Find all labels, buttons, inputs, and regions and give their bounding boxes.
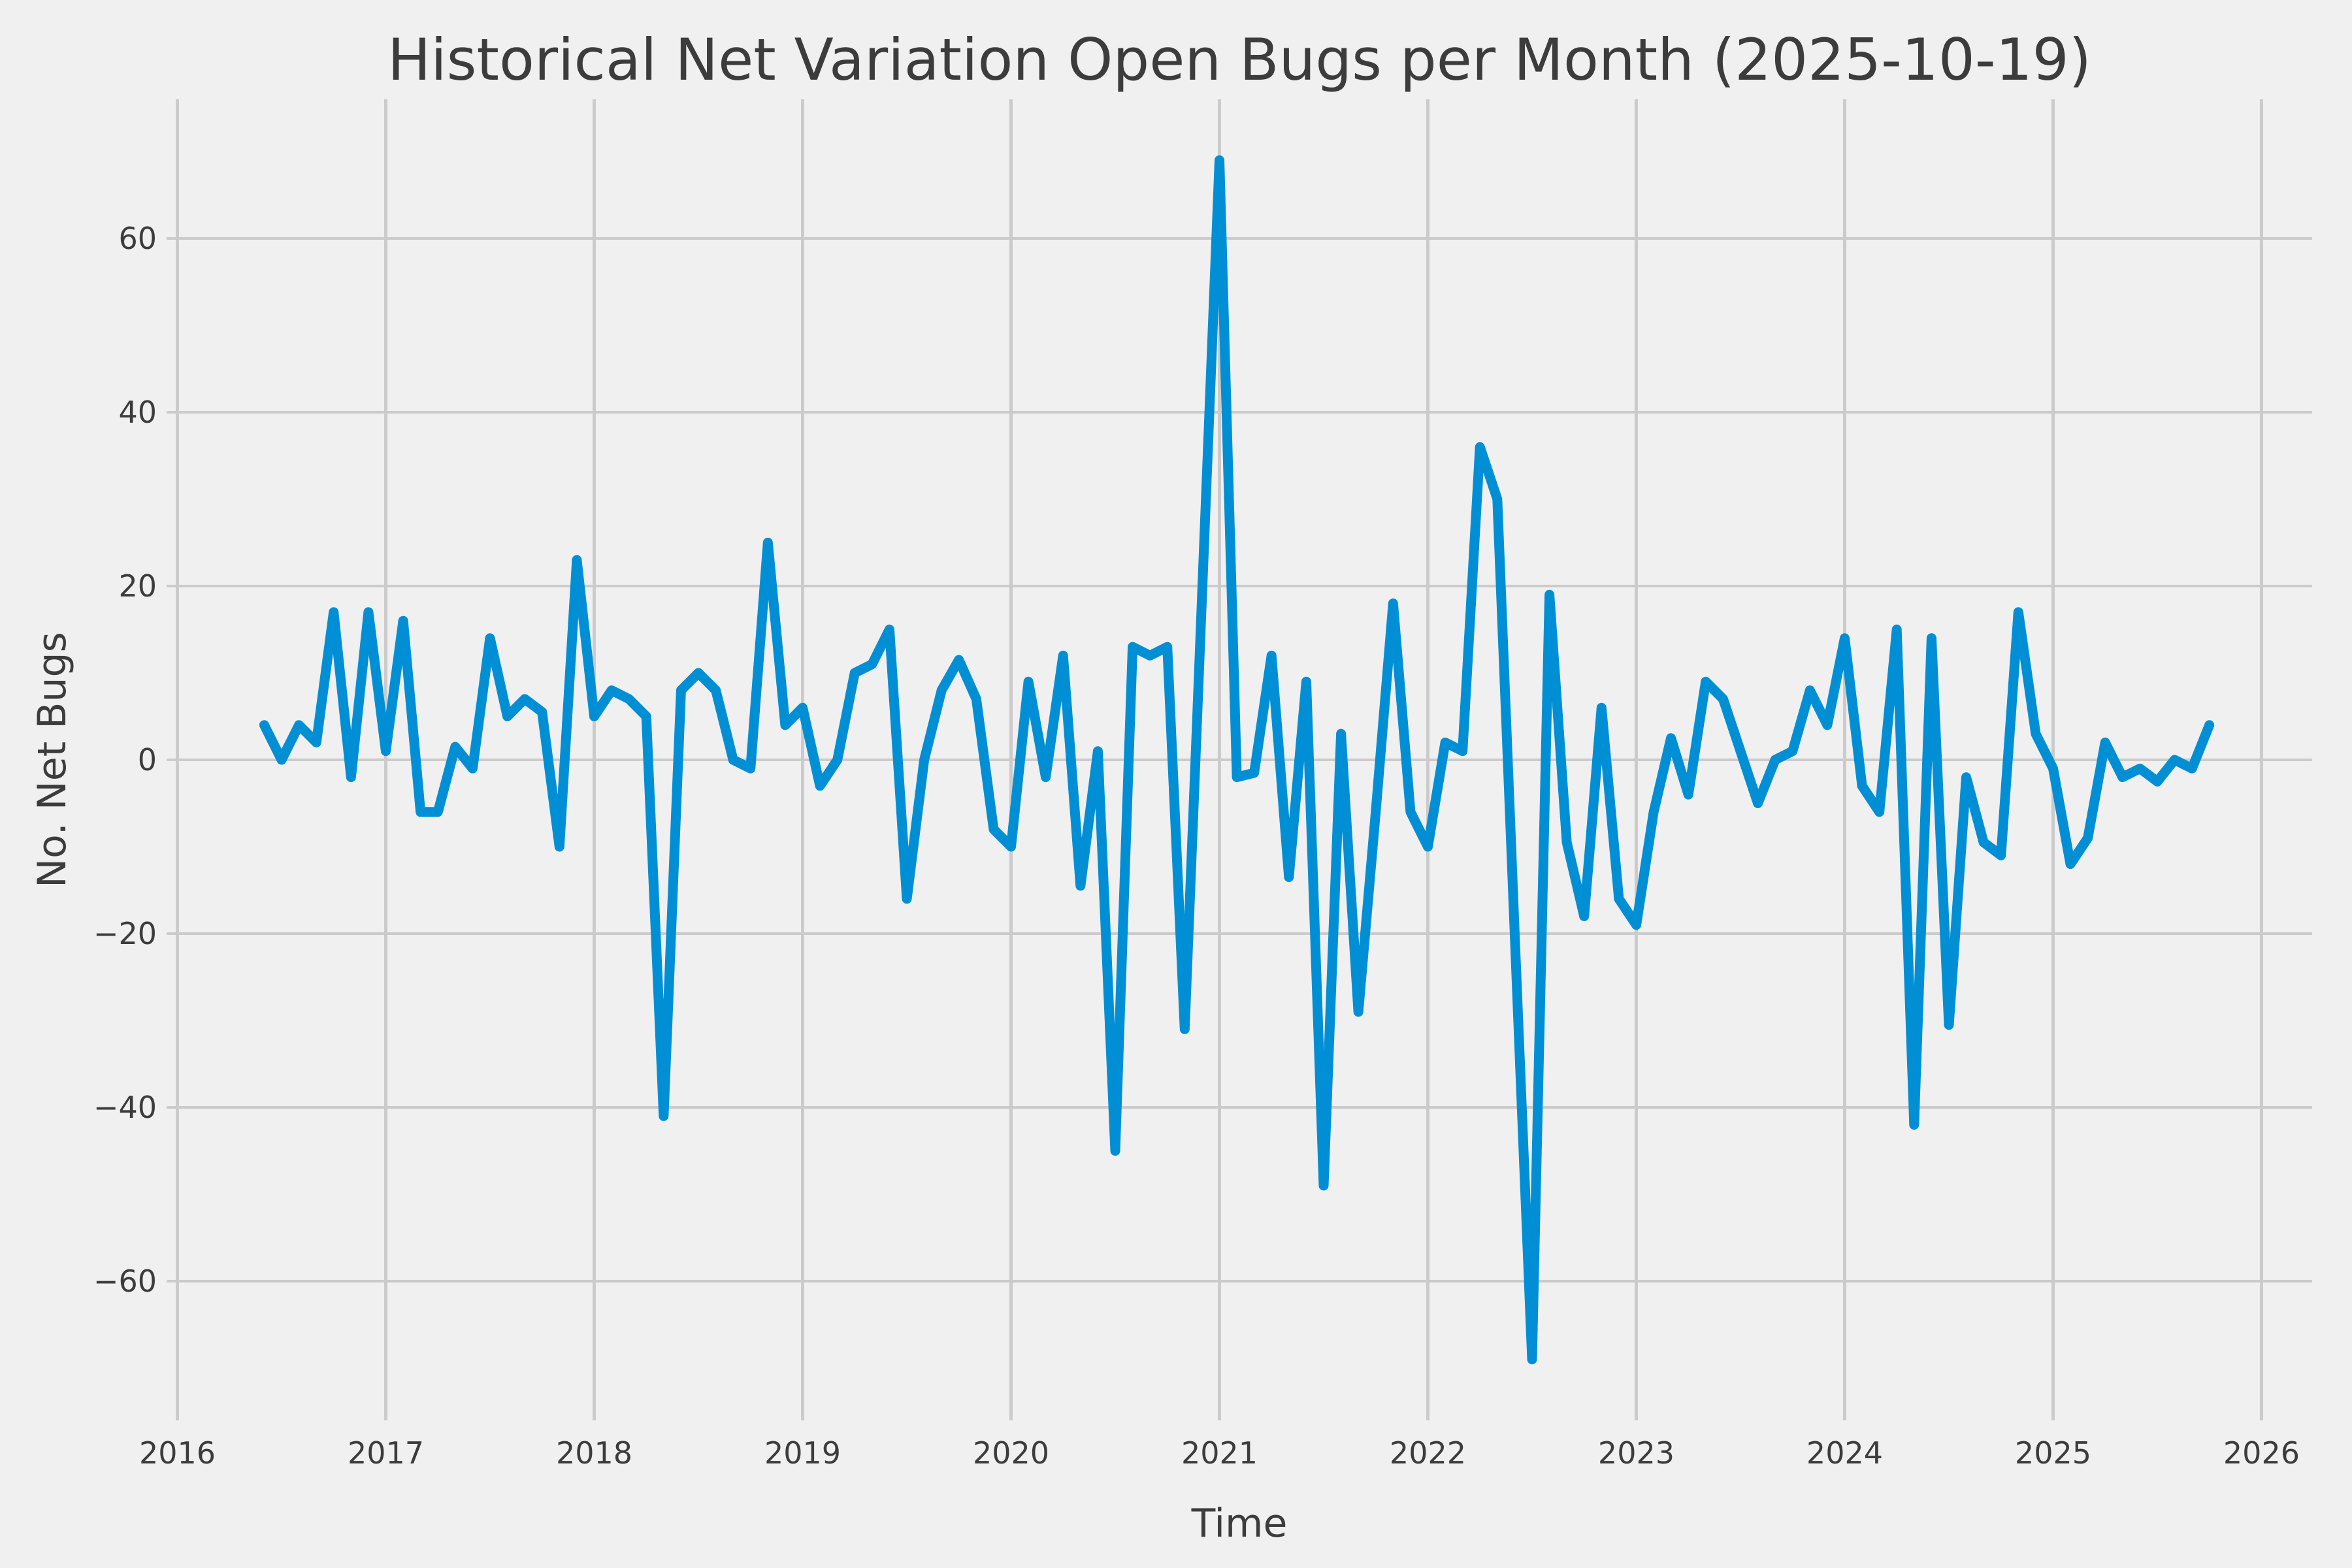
data-line [259, 155, 2215, 1365]
y-tick-label: 40 [118, 395, 157, 430]
x-tick-label: 2019 [764, 1435, 841, 1471]
x-axis-label: Time [1191, 1501, 1288, 1546]
y-tick-label: −40 [93, 1090, 157, 1125]
y-tick-label: 20 [118, 568, 157, 604]
x-tick-label: 2017 [348, 1435, 424, 1471]
y-tick-label: 0 [138, 742, 157, 777]
gridlines [167, 99, 2312, 1420]
x-tick-label: 2020 [973, 1435, 1049, 1471]
y-axis-label: No. Net Bugs [29, 632, 75, 888]
data-line-group [259, 155, 2215, 1365]
chart-title: Historical Net Variation Open Bugs per M… [387, 26, 2091, 93]
x-tick-labels: 2016 2017 2018 2019 2020 2021 2022 2023 2024 2025… [139, 1435, 2300, 1471]
x-tick-label: 2021 [1181, 1435, 1258, 1471]
x-tick-label: 2025 [2015, 1435, 2091, 1471]
x-tick-label: 2016 [139, 1435, 216, 1471]
x-tick-label: 2023 [1598, 1435, 1674, 1471]
y-tick-label: −20 [93, 916, 157, 951]
y-tick-labels: −60 −40 −20 0 20 40 60 [93, 221, 157, 1299]
x-tick-label: 2024 [1806, 1435, 1883, 1471]
y-tick-label: 60 [118, 221, 157, 256]
x-tick-label: 2026 [2223, 1435, 2300, 1471]
y-tick-label: −60 [93, 1264, 157, 1299]
x-tick-label: 2018 [556, 1435, 632, 1471]
x-tick-label: 2022 [1390, 1435, 1466, 1471]
